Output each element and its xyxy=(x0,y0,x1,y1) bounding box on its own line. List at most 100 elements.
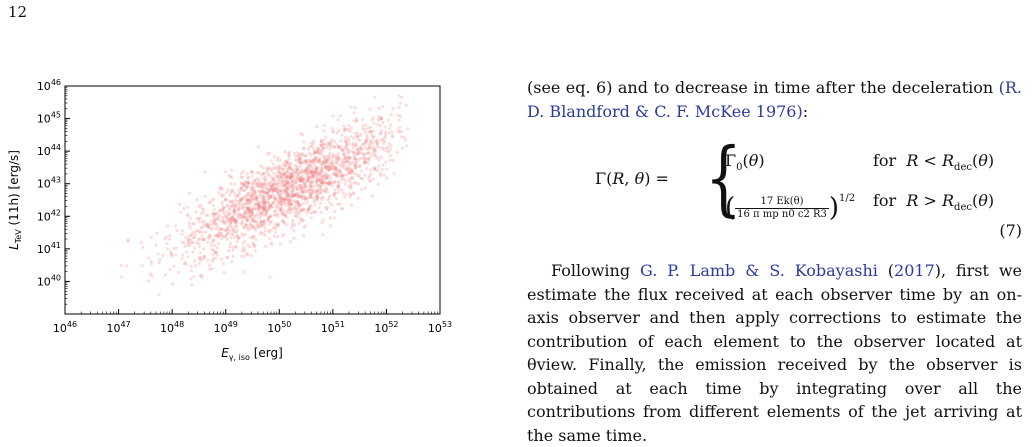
scatter-point xyxy=(258,193,261,196)
scatter-point xyxy=(331,114,334,117)
scatter-point xyxy=(369,168,372,171)
scatter-point xyxy=(234,245,237,248)
scatter-point xyxy=(347,124,350,127)
scatter-point xyxy=(298,222,301,225)
scatter-point xyxy=(214,235,217,238)
para1-text: (see eq. 6) and to decrease in time afte… xyxy=(527,78,993,97)
scatter-point xyxy=(177,271,180,274)
scatter-point xyxy=(369,126,372,129)
scatter-point xyxy=(318,184,321,187)
scatter-point xyxy=(259,164,262,167)
scatter-point xyxy=(174,253,177,256)
scatter-point xyxy=(232,255,235,258)
scatter-point xyxy=(210,241,213,244)
scatter-point xyxy=(274,187,277,190)
scatter-point xyxy=(355,119,358,122)
scatter-point xyxy=(249,222,252,225)
scatter-point xyxy=(352,137,355,140)
scatter-point xyxy=(315,179,318,182)
scatter-point xyxy=(364,131,367,134)
x-tick-label: 1047 xyxy=(106,320,130,335)
scatter-point xyxy=(336,185,339,188)
scatter-point xyxy=(223,214,226,217)
scatter-point xyxy=(198,245,201,248)
scatter-point xyxy=(372,177,375,180)
scatter-point xyxy=(344,155,347,158)
citation-lamb-year[interactable]: 2017 xyxy=(894,261,935,280)
scatter-point xyxy=(366,126,369,129)
scatter-point xyxy=(378,159,381,162)
scatter-point xyxy=(338,158,341,161)
scatter-point xyxy=(224,235,227,238)
scatter-point xyxy=(189,227,192,230)
scatter-point xyxy=(233,207,236,210)
scatter-point xyxy=(195,198,198,201)
scatter-point xyxy=(325,175,328,178)
scatter-point xyxy=(336,118,339,121)
scatter-point xyxy=(376,169,379,172)
scatter-point xyxy=(300,184,303,187)
scatter-point xyxy=(311,172,314,175)
scatter-point xyxy=(326,190,329,193)
scatter-point xyxy=(332,131,335,134)
scatter-point xyxy=(248,215,251,218)
scatter-point xyxy=(293,152,296,155)
scatter-point xyxy=(254,244,257,247)
scatter-point xyxy=(212,212,215,215)
scatter-point xyxy=(304,155,307,158)
scatter-point xyxy=(312,211,315,214)
scatter-point xyxy=(199,226,202,229)
scatter-point xyxy=(353,111,356,114)
scatter-point xyxy=(281,202,284,205)
scatter-point xyxy=(398,118,401,121)
scatter-point xyxy=(254,203,257,206)
scatter-point xyxy=(388,127,391,130)
scatter-point xyxy=(229,182,232,185)
scatter-point xyxy=(334,166,337,169)
text-column: (see eq. 6) and to decrease in time afte… xyxy=(527,76,1022,447)
scatter-point xyxy=(308,168,311,171)
scatter-point xyxy=(221,228,224,231)
scatter-point xyxy=(310,216,313,219)
scatter-point xyxy=(289,240,292,243)
scatter-point xyxy=(299,179,302,182)
scatter-point xyxy=(228,213,231,216)
scatter-point xyxy=(279,166,282,169)
scatter-point xyxy=(274,165,277,168)
scatter-point xyxy=(189,239,192,242)
equation-7: Γ(R, θ) = { Γ0(θ) for R < Rdec(θ) (17 Ek… xyxy=(527,135,1022,245)
scatter-point xyxy=(302,195,305,198)
scatter-point xyxy=(316,173,319,176)
scatter-point xyxy=(273,235,276,238)
eq-frac-num: 17 Ek(θ) xyxy=(735,196,829,209)
scatter-point xyxy=(270,169,273,172)
citation-lamb[interactable]: G. P. Lamb & S. Kobayashi xyxy=(640,261,878,280)
scatter-point xyxy=(264,245,267,248)
scatter-point xyxy=(248,245,251,248)
scatter-point xyxy=(190,283,193,286)
para2-lead: Following xyxy=(551,261,630,280)
scatter-point xyxy=(391,107,394,110)
scatter-point xyxy=(289,182,292,185)
scatter-point xyxy=(250,254,253,257)
scatter-point xyxy=(319,202,322,205)
scatter-point xyxy=(228,245,231,248)
scatter-point xyxy=(343,179,346,182)
scatter-point xyxy=(390,113,393,116)
scatter-point xyxy=(279,207,282,210)
scatter-point xyxy=(321,162,324,165)
scatter-point xyxy=(318,148,321,151)
scatter-point xyxy=(314,167,317,170)
scatter-point xyxy=(368,108,371,111)
scatter-point xyxy=(287,166,290,169)
scatter-point xyxy=(307,176,310,179)
scatter-point xyxy=(351,171,354,174)
scatter-point xyxy=(349,156,352,159)
scatter-point xyxy=(311,181,314,184)
scatter-point xyxy=(345,193,348,196)
scatter-point xyxy=(260,231,263,234)
scatter-point xyxy=(263,220,266,223)
scatter-point xyxy=(189,277,192,280)
scatter-point xyxy=(226,188,229,191)
scatter-point xyxy=(209,228,212,231)
